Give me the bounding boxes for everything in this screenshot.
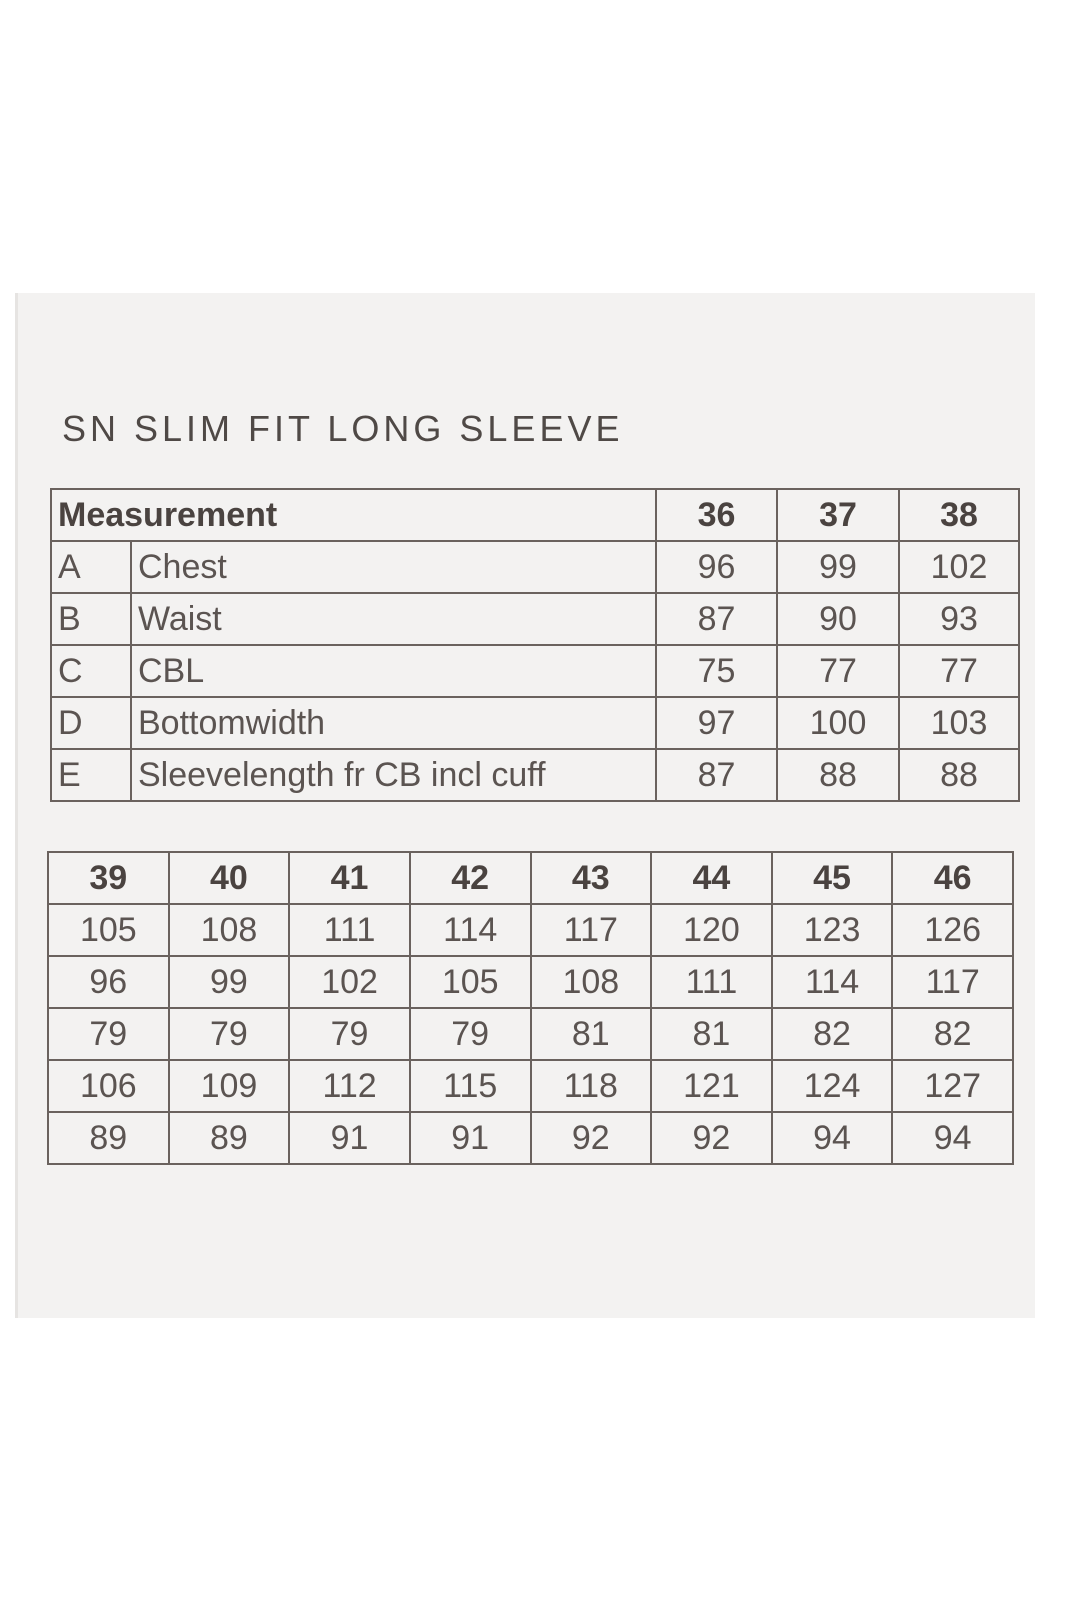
measurement-value: 92 bbox=[650, 1111, 773, 1165]
measurement-value: 99 bbox=[167, 955, 291, 1009]
measurement-value: 81 bbox=[529, 1007, 653, 1061]
size-header: 46 bbox=[891, 851, 1014, 905]
size-header: 41 bbox=[288, 851, 411, 905]
table-row: E Sleevelength fr CB incl cuff 87 88 88 bbox=[50, 748, 1021, 802]
measurement-value: 96 bbox=[47, 955, 170, 1009]
measurement-value: 89 bbox=[47, 1111, 170, 1165]
measurement-value: 82 bbox=[891, 1007, 1014, 1061]
measurement-value: 87 bbox=[655, 748, 779, 802]
table-row: 96 99 102 105 108 111 114 117 bbox=[47, 955, 1014, 1009]
measurement-value: 126 bbox=[891, 903, 1014, 957]
measurement-value: 121 bbox=[650, 1059, 773, 1113]
table-row: C CBL 75 77 77 bbox=[50, 644, 1021, 698]
table-row: 79 79 79 79 81 81 82 82 bbox=[47, 1007, 1014, 1061]
measurement-value: 105 bbox=[408, 955, 532, 1009]
size-table-36-38: Measurement 36 37 38 A Chest 96 99 102 B Waist 87 90… bbox=[49, 488, 1021, 802]
measurement-value: 90 bbox=[776, 592, 901, 646]
measurement-value: 97 bbox=[655, 696, 779, 750]
measurement-label: Sleevelength fr CB incl cuff bbox=[129, 748, 658, 802]
measurement-value: 114 bbox=[770, 955, 894, 1009]
table-row: B Waist 87 90 93 bbox=[50, 592, 1021, 646]
size-header: 37 bbox=[776, 488, 901, 542]
measurement-value: 102 bbox=[288, 955, 411, 1009]
measurement-value: 103 bbox=[898, 696, 1021, 750]
measurement-value: 93 bbox=[898, 592, 1021, 646]
size-header: 39 bbox=[47, 851, 170, 905]
measurement-label: Waist bbox=[129, 592, 658, 646]
measurement-value: 111 bbox=[650, 955, 773, 1009]
measurement-value: 118 bbox=[529, 1059, 653, 1113]
chart-title: SN SLIM FIT LONG SLEEVE bbox=[62, 408, 624, 449]
measurement-code: D bbox=[50, 696, 132, 750]
measurement-value: 91 bbox=[408, 1111, 532, 1165]
measurement-value: 106 bbox=[47, 1059, 170, 1113]
measurement-value: 79 bbox=[408, 1007, 532, 1061]
size-header: 45 bbox=[770, 851, 894, 905]
measurement-code: E bbox=[50, 748, 132, 802]
measurement-header: Measurement bbox=[49, 488, 658, 542]
measurement-value: 87 bbox=[655, 592, 779, 646]
header-row: Measurement 36 37 38 bbox=[49, 488, 1021, 542]
measurement-value: 108 bbox=[167, 903, 291, 957]
measurement-value: 123 bbox=[770, 903, 894, 957]
measurement-value: 81 bbox=[650, 1007, 773, 1061]
measurement-value: 120 bbox=[650, 903, 773, 957]
measurement-value: 88 bbox=[776, 748, 901, 802]
size-header: 43 bbox=[529, 851, 653, 905]
measurement-code: C bbox=[50, 644, 132, 698]
measurement-label: CBL bbox=[129, 644, 658, 698]
measurement-value: 99 bbox=[776, 540, 901, 594]
measurement-value: 100 bbox=[776, 696, 901, 750]
measurement-label: Bottomwidth bbox=[129, 696, 658, 750]
measurement-value: 124 bbox=[770, 1059, 894, 1113]
measurement-value: 112 bbox=[288, 1059, 411, 1113]
table-row: 105 108 111 114 117 120 123 126 bbox=[47, 903, 1014, 957]
table-row: A Chest 96 99 102 bbox=[50, 540, 1021, 594]
measurement-code: B bbox=[50, 592, 132, 646]
measurement-value: 79 bbox=[167, 1007, 291, 1061]
measurement-value: 92 bbox=[529, 1111, 653, 1165]
measurement-value: 109 bbox=[167, 1059, 291, 1113]
measurement-label: Chest bbox=[129, 540, 658, 594]
measurement-value: 79 bbox=[288, 1007, 411, 1061]
measurement-value: 75 bbox=[655, 644, 779, 698]
size-header: 44 bbox=[650, 851, 773, 905]
table-row: D Bottomwidth 97 100 103 bbox=[50, 696, 1021, 750]
measurement-value: 77 bbox=[898, 644, 1021, 698]
measurement-value: 82 bbox=[770, 1007, 894, 1061]
measurement-value: 111 bbox=[288, 903, 411, 957]
size-table-39-46: 39 40 41 42 43 44 45 46 105 108 111 114 117 120 123 126… bbox=[47, 851, 1014, 1165]
measurement-value: 127 bbox=[891, 1059, 1014, 1113]
size-header: 38 bbox=[898, 488, 1021, 542]
table-row: 89 89 91 91 92 92 94 94 bbox=[47, 1111, 1014, 1165]
measurement-value: 89 bbox=[167, 1111, 291, 1165]
measurement-value: 105 bbox=[47, 903, 170, 957]
size-header: 42 bbox=[408, 851, 532, 905]
measurement-value: 77 bbox=[776, 644, 901, 698]
size-header: 40 bbox=[167, 851, 291, 905]
size-header: 36 bbox=[655, 488, 779, 542]
measurement-value: 88 bbox=[898, 748, 1021, 802]
header-row: 39 40 41 42 43 44 45 46 bbox=[47, 851, 1014, 905]
measurement-value: 114 bbox=[408, 903, 532, 957]
table-row: 106 109 112 115 118 121 124 127 bbox=[47, 1059, 1014, 1113]
measurement-code: A bbox=[50, 540, 132, 594]
measurement-value: 79 bbox=[47, 1007, 170, 1061]
measurement-value: 117 bbox=[529, 903, 653, 957]
measurement-value: 108 bbox=[529, 955, 653, 1009]
measurement-value: 91 bbox=[288, 1111, 411, 1165]
measurement-value: 94 bbox=[891, 1111, 1014, 1165]
measurement-value: 115 bbox=[408, 1059, 532, 1113]
measurement-value: 102 bbox=[898, 540, 1021, 594]
measurement-value: 117 bbox=[891, 955, 1014, 1009]
measurement-value: 94 bbox=[770, 1111, 894, 1165]
measurement-value: 96 bbox=[655, 540, 779, 594]
